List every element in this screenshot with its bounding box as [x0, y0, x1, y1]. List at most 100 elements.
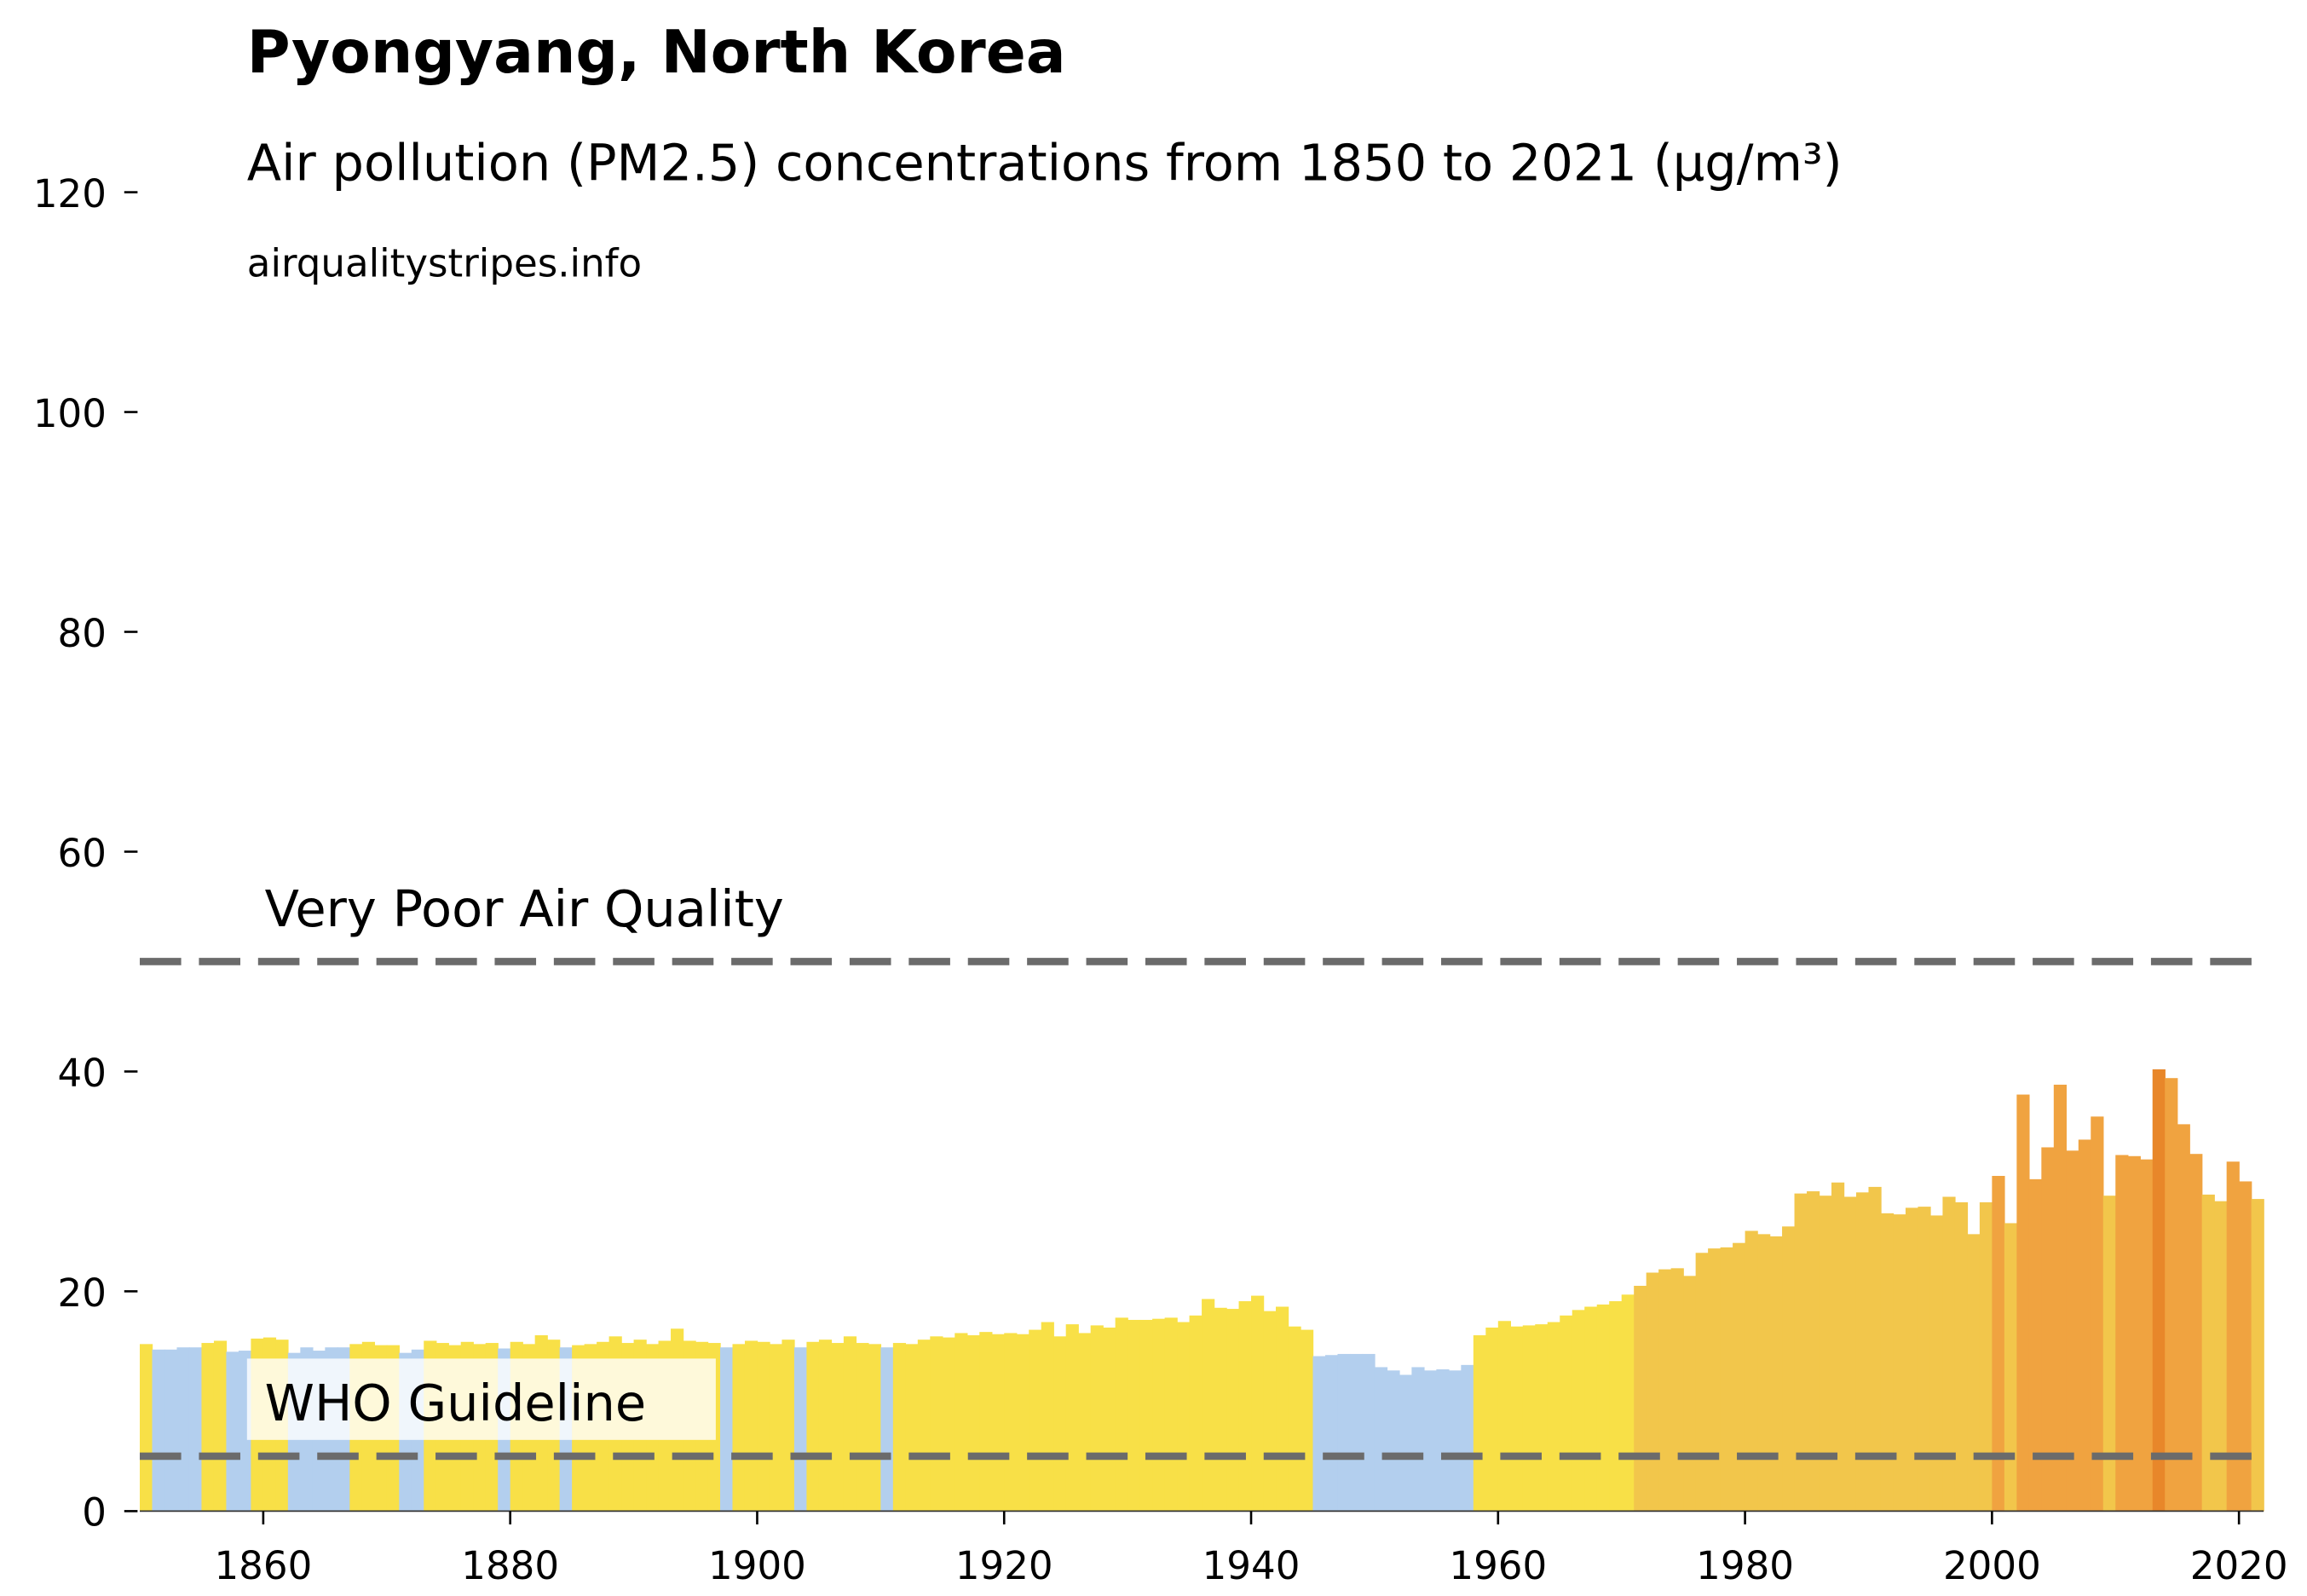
bar [1893, 1214, 1906, 1512]
bar [1387, 1370, 1400, 1512]
bar [1547, 1322, 1560, 1512]
bar [1855, 1192, 1870, 1512]
y-tick-label: 100 [33, 391, 107, 436]
bar [2140, 1159, 2154, 1512]
bar [1411, 1367, 1425, 1512]
bar [1831, 1182, 1845, 1512]
source: airqualitystripes.info [247, 240, 642, 285]
bar [2004, 1223, 2018, 1512]
bar [1312, 1356, 1326, 1512]
bar [2053, 1084, 2068, 1512]
x-tick-label: 1900 [708, 1543, 806, 1588]
bar [1979, 1201, 1993, 1512]
bar [1819, 1196, 1832, 1512]
bar [1152, 1318, 1166, 1512]
bar [1238, 1301, 1252, 1512]
bar [1992, 1175, 2005, 1512]
bar [1004, 1333, 1018, 1512]
bar [880, 1347, 894, 1512]
bar [1733, 1242, 1746, 1512]
bar [1164, 1317, 1178, 1512]
bar [979, 1332, 993, 1512]
bar [769, 1344, 783, 1512]
bar [1485, 1327, 1499, 1512]
bar [1634, 1285, 1647, 1512]
bar [188, 1347, 203, 1512]
bar [2028, 1178, 2043, 1512]
bar [930, 1336, 943, 1512]
bar [226, 1351, 239, 1512]
y-tick-label: 80 [58, 611, 107, 656]
annotation-box [246, 1358, 716, 1440]
bar [201, 1343, 215, 1512]
annotation: Very Poor Air Quality [265, 879, 784, 938]
bar [1670, 1268, 1684, 1512]
bar [2066, 1150, 2079, 1512]
bar [1954, 1201, 1969, 1512]
bar [1263, 1311, 1277, 1512]
bar [2091, 1116, 2104, 1512]
bar [757, 1341, 770, 1512]
bar [1399, 1374, 1413, 1512]
bar [1177, 1322, 1191, 1512]
bar [744, 1340, 758, 1512]
bar [917, 1340, 931, 1512]
bar [831, 1343, 845, 1512]
bar [1522, 1325, 1536, 1512]
bar [1560, 1315, 1573, 1512]
x-tick-label: 1860 [214, 1543, 312, 1588]
bar [164, 1349, 178, 1512]
bar [781, 1340, 795, 1512]
bar [1349, 1353, 1364, 1512]
bar [1683, 1276, 1697, 1512]
bar [1868, 1186, 1882, 1512]
bar [1942, 1196, 1956, 1512]
bar [1276, 1306, 1289, 1512]
bar [732, 1344, 746, 1512]
bar [1029, 1329, 1042, 1512]
bar [2041, 1147, 2055, 1512]
bar [1128, 1319, 1141, 1512]
bar [719, 1347, 734, 1512]
bar [213, 1340, 228, 1512]
bar [1362, 1353, 1376, 1512]
bar [1794, 1193, 1808, 1512]
bar [1646, 1272, 1659, 1512]
bar [1337, 1353, 1351, 1512]
bar [1448, 1370, 1462, 1512]
bar [2152, 1069, 2166, 1512]
bar [942, 1337, 955, 1512]
bar [1300, 1329, 1314, 1512]
bar [2115, 1155, 2129, 1512]
bar [856, 1343, 869, 1512]
bar [2214, 1201, 2228, 1512]
x-tick-label: 1880 [461, 1543, 559, 1588]
bar [966, 1335, 980, 1512]
bar [868, 1344, 882, 1512]
bar [843, 1336, 857, 1512]
bar [1202, 1299, 1215, 1512]
bar [1880, 1213, 1895, 1512]
bar [1016, 1334, 1029, 1512]
bar [2177, 1124, 2190, 1512]
bar [1324, 1355, 1339, 1512]
bar [1720, 1247, 1733, 1512]
bar [1288, 1326, 1301, 1512]
chart-subtitle: Air pollution (PM2.5) concentrations fro… [247, 134, 1843, 193]
bar [1572, 1310, 1585, 1512]
bar [140, 1344, 153, 1512]
bar [1090, 1325, 1104, 1512]
bar [818, 1340, 833, 1512]
bar [1807, 1191, 1820, 1512]
bar [2016, 1094, 2030, 1512]
y-tick-label: 60 [58, 831, 107, 876]
bar [176, 1347, 190, 1512]
x-tick-label: 2020 [2190, 1543, 2288, 1588]
x-tick-label: 2000 [1943, 1543, 2041, 1588]
bar [2189, 1154, 2203, 1512]
bar [793, 1347, 808, 1512]
bar [1251, 1295, 1265, 1512]
bar [1621, 1294, 1635, 1512]
